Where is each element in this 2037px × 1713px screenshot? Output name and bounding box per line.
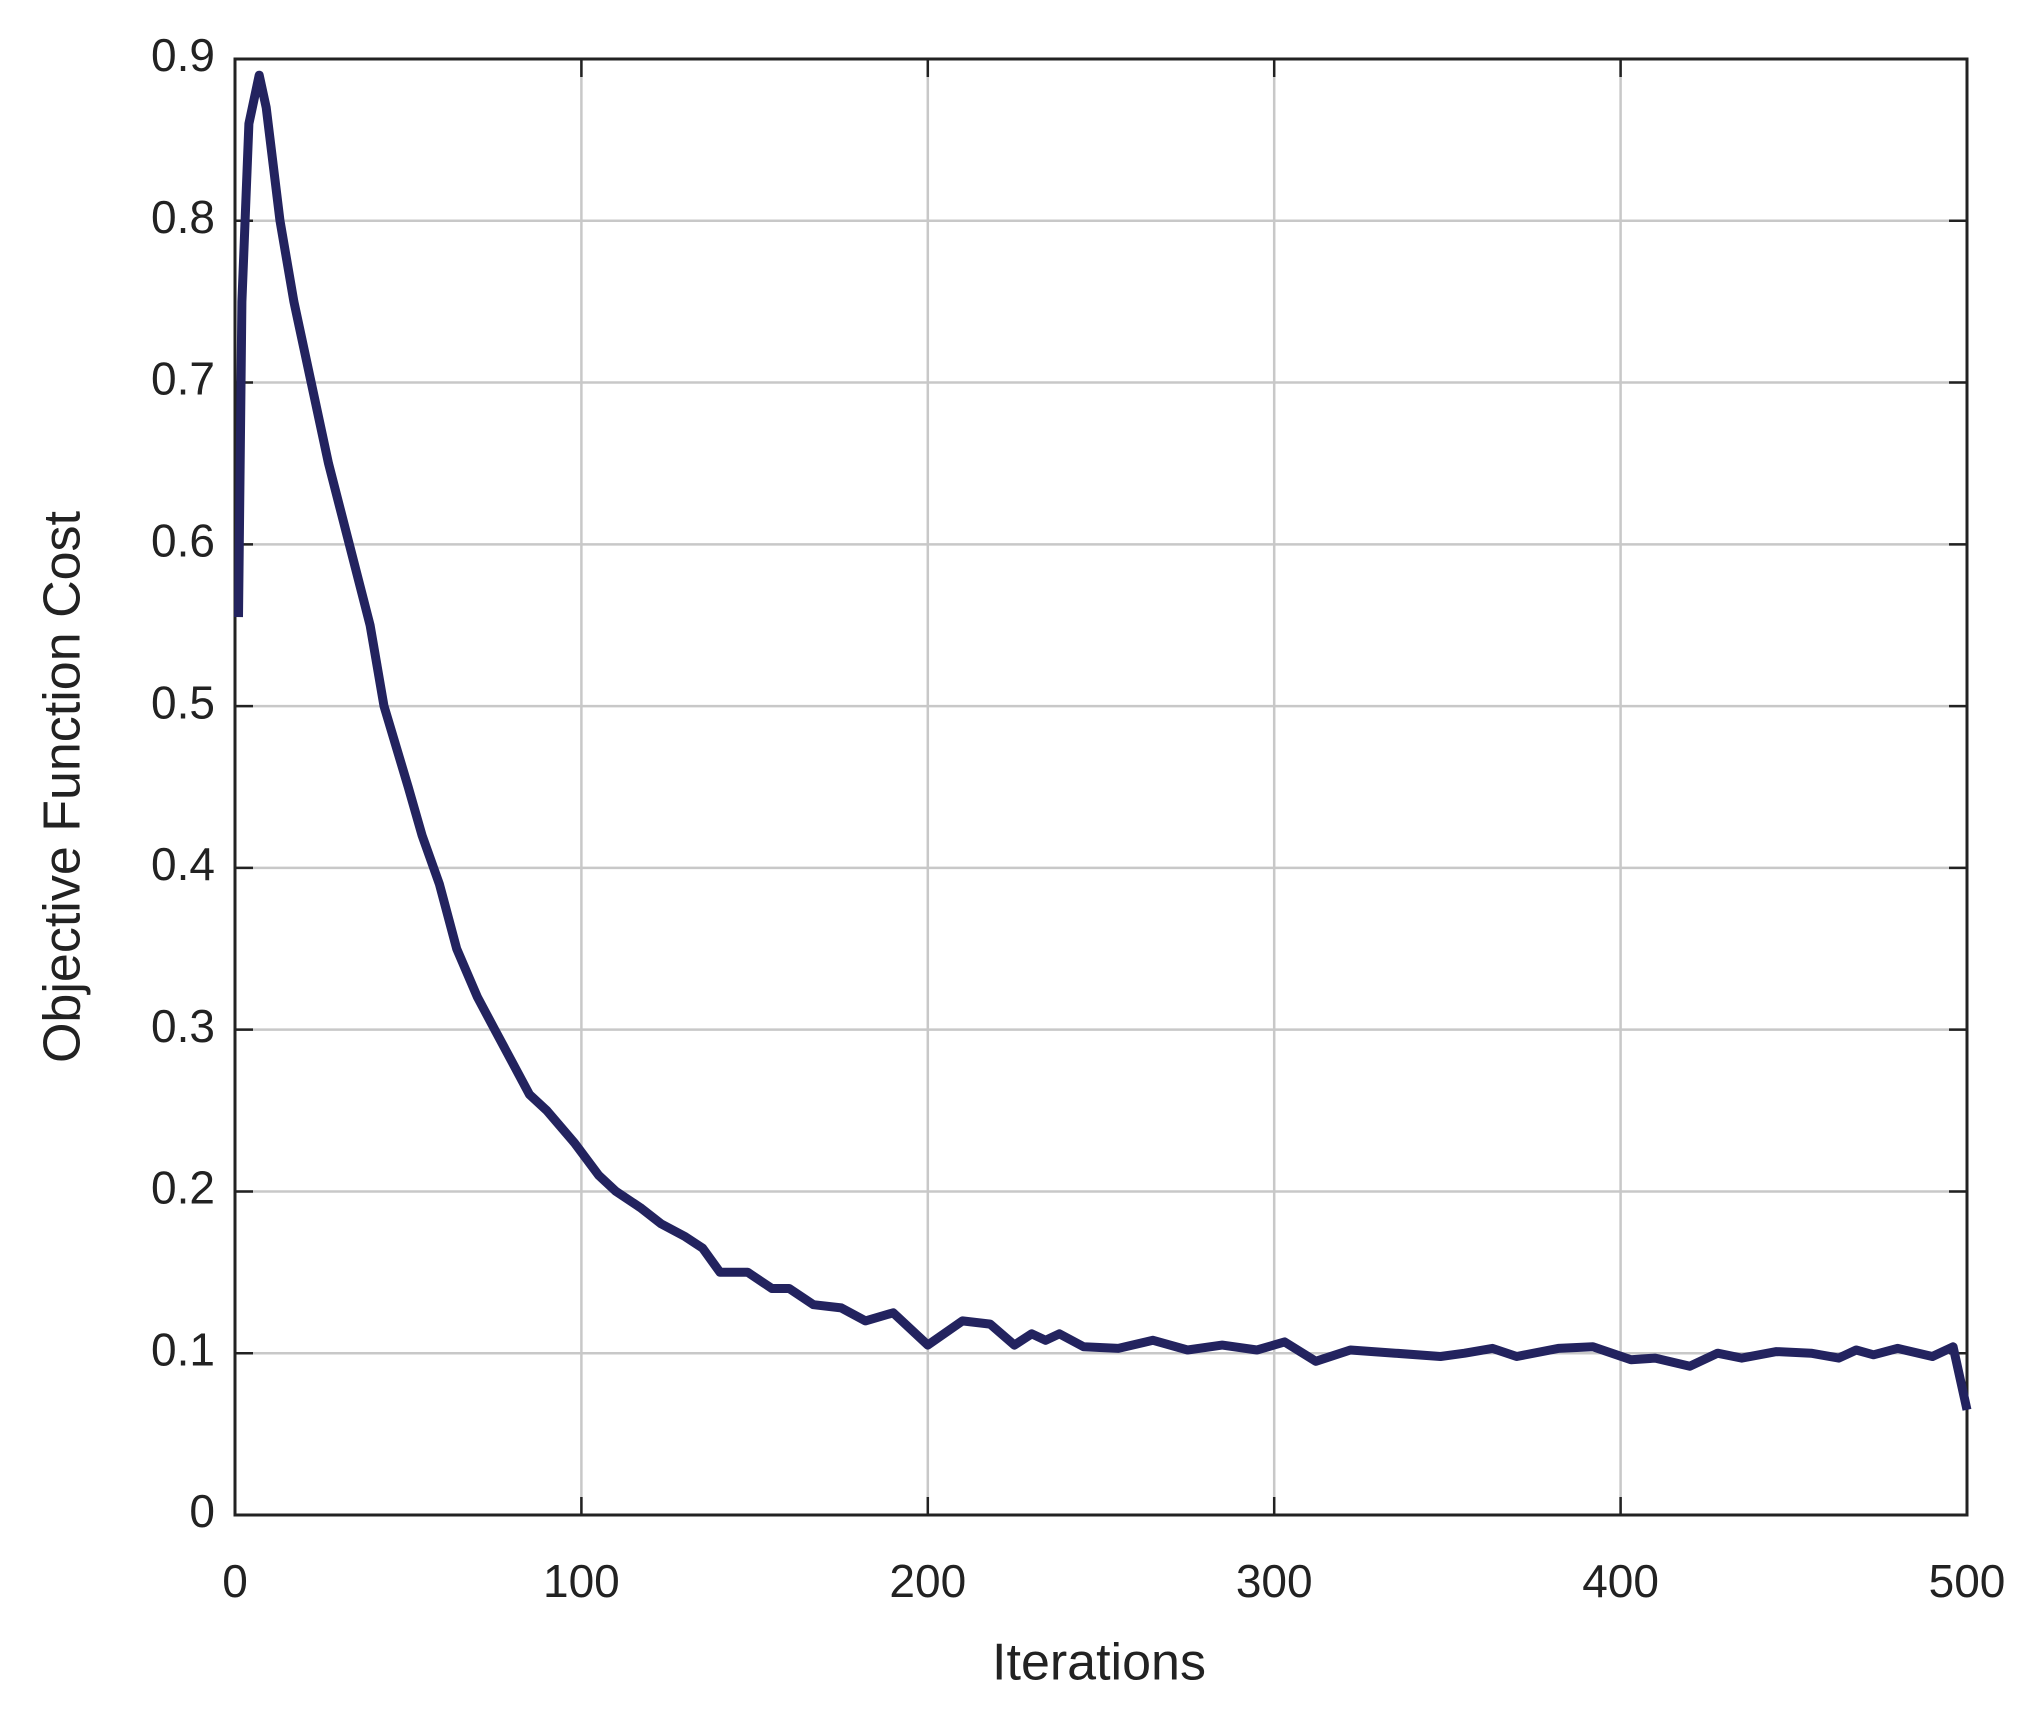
x-tick-label: 100	[543, 1555, 620, 1607]
y-tick-label: 0.4	[151, 838, 215, 890]
y-tick-label: 0.5	[151, 676, 215, 728]
y-tick-label: 0.2	[151, 1162, 215, 1214]
y-tick-label: 0.8	[151, 191, 215, 243]
x-tick-label: 200	[889, 1555, 966, 1607]
x-tick-label: 500	[1929, 1555, 2006, 1607]
plot-frame	[233, 57, 1969, 1517]
y-tick-label: 0	[189, 1485, 215, 1537]
y-tick-label: 0.1	[151, 1323, 215, 1375]
data-line	[234, 70, 1972, 1411]
y-tick-label: 0.3	[151, 1000, 215, 1052]
y-tick-label: 0.9	[151, 29, 215, 81]
x-tick-label: 400	[1582, 1555, 1659, 1607]
x-axis-label: Iterations	[992, 1634, 1206, 1692]
x-tick-label: 0	[222, 1555, 248, 1607]
y-tick-label: 0.7	[151, 353, 215, 405]
x-tick-label: 300	[1236, 1555, 1313, 1607]
y-tick-label: 0.6	[151, 514, 215, 566]
y-axis-label: Objective Function Cost	[34, 510, 92, 1063]
